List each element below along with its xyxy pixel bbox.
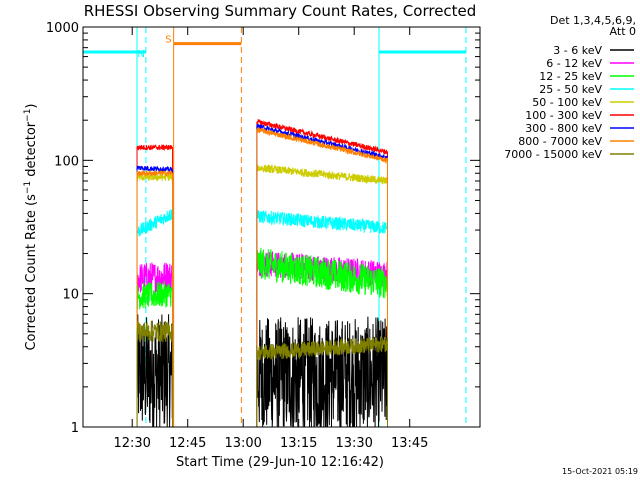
series-1-segment-0 (136, 262, 173, 295)
y-tick-label-1: 10 (62, 288, 79, 303)
series-2-segment-0 (136, 281, 173, 310)
series-2-segment-1 (256, 247, 388, 299)
chart-title: RHESSI Observing Summary Count Rates, Co… (84, 2, 477, 20)
legend-label-3: 25 - 50 keV (539, 83, 602, 96)
plot-area: NS (83, 27, 467, 428)
legend-header-1: Att 0 (610, 25, 636, 38)
series-7-segment-0 (136, 170, 173, 177)
legend-label-5: 100 - 300 keV (525, 109, 602, 122)
series-5-segment-1 (256, 119, 388, 155)
legend-label-8: 7000 - 15000 keV (504, 148, 602, 161)
y-axis: 1 10 100 1000 (46, 21, 480, 436)
legend-label-0: 3 - 6 keV (553, 44, 602, 57)
legend-label-7: 800 - 7000 keV (518, 135, 602, 148)
x-tick-label-3: 13:15 (280, 436, 317, 451)
series-3-segment-1 (256, 210, 388, 234)
timestamp: 15-Oct-2021 05:19 (562, 467, 638, 476)
legend-label-1: 6 - 12 keV (546, 57, 602, 70)
flag-label-S: S (165, 35, 171, 46)
plot-frame (82, 26, 481, 428)
x-tick-label-4: 13:30 (335, 436, 372, 451)
y-tick-label-3: 1000 (46, 21, 79, 36)
series-5-segment-0 (136, 144, 173, 152)
flag-label-N: N (137, 49, 144, 60)
legend-header-0: Det 1,3,4,5,6,9, (550, 14, 636, 27)
y-tick-label-2: 100 (54, 154, 79, 169)
y-axis-label: Corrected Count Rate (s−1 detector−1) (23, 103, 39, 350)
series-0-segment-1 (256, 316, 388, 428)
series-0-segment-0 (136, 314, 173, 428)
y-tick-label-0: 1 (71, 421, 79, 436)
legend-label-6: 300 - 800 keV (525, 122, 602, 135)
series-6-segment-1 (256, 123, 388, 160)
x-tick-label-0: 12:30 (113, 436, 150, 451)
series-4-segment-1 (256, 163, 388, 185)
x-axis: 12:30 12:45 13:00 13:15 13:30 13:45 (113, 27, 428, 451)
x-axis-label: Start Time (29-Jun-10 12:16:42) (176, 455, 384, 470)
x-tick-label-5: 13:45 (391, 436, 428, 451)
series-8-segment-1 (256, 336, 388, 361)
x-tick-label-1: 12:45 (169, 436, 206, 451)
series-6-segment-0 (136, 165, 173, 174)
legend-label-4: 50 - 100 keV (532, 96, 602, 109)
series-7-segment-1 (256, 127, 388, 165)
legend-label-2: 12 - 25 keV (539, 70, 602, 83)
x-tick-label-2: 13:00 (224, 436, 261, 451)
series-8-segment-0 (136, 320, 173, 343)
series-3-segment-0 (136, 209, 173, 237)
